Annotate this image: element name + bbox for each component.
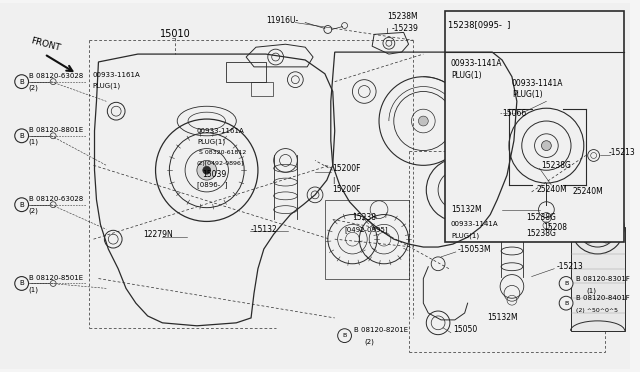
Circle shape — [197, 160, 216, 180]
Circle shape — [15, 129, 29, 143]
Text: PLUG(1): PLUG(1) — [451, 233, 479, 240]
Bar — [227, 62, 266, 81]
Text: [0492-0995]: [0492-0995] — [344, 226, 388, 233]
Text: 00933-1141A: 00933-1141A — [451, 60, 502, 68]
Circle shape — [15, 75, 29, 89]
Text: 15132M: 15132M — [487, 314, 518, 323]
Text: -15239: -15239 — [392, 24, 419, 33]
Circle shape — [338, 329, 351, 343]
Bar — [445, 11, 624, 242]
Text: PLUG(1): PLUG(1) — [93, 82, 121, 89]
Circle shape — [559, 276, 573, 291]
Text: 15238G: 15238G — [525, 229, 556, 238]
Text: B: B — [19, 202, 24, 208]
Text: (2): (2) — [29, 84, 38, 91]
Text: 15132M: 15132M — [451, 205, 481, 214]
Text: B: B — [19, 280, 24, 286]
Circle shape — [203, 166, 211, 174]
Text: 15039: 15039 — [202, 170, 226, 179]
Text: B 08120-63028: B 08120-63028 — [29, 73, 83, 79]
Text: -15053M: -15053M — [458, 244, 492, 253]
Text: B: B — [342, 333, 347, 338]
Text: 15208: 15208 — [543, 223, 568, 232]
Text: -15213: -15213 — [556, 262, 583, 271]
Bar — [325, 200, 408, 279]
Text: 00933-1161A: 00933-1161A — [93, 72, 140, 78]
Text: 12279N: 12279N — [143, 230, 173, 239]
Text: 00933-1161A: 00933-1161A — [197, 128, 244, 134]
Text: -15132: -15132 — [251, 225, 278, 234]
Text: PLUG(1): PLUG(1) — [197, 138, 225, 145]
Circle shape — [559, 296, 573, 310]
Text: 15200F: 15200F — [332, 164, 360, 173]
Text: B 08120-8301F: B 08120-8301F — [576, 276, 630, 282]
Text: (2)[0492-0896]: (2)[0492-0896] — [197, 161, 244, 166]
Text: B 08120-8801E: B 08120-8801E — [29, 127, 83, 133]
Text: 15200F: 15200F — [332, 185, 360, 195]
Text: (1): (1) — [29, 286, 38, 293]
Text: B 08120-8501E: B 08120-8501E — [29, 275, 83, 280]
Text: B: B — [19, 78, 24, 85]
Text: 15238G: 15238G — [541, 161, 572, 170]
Text: (1): (1) — [29, 138, 38, 145]
Text: S 08320-61812: S 08320-61812 — [199, 150, 246, 155]
Text: PLUG(1): PLUG(1) — [451, 71, 481, 80]
Text: 25240M: 25240M — [536, 185, 567, 195]
Text: B 08120-8201E: B 08120-8201E — [355, 327, 408, 333]
Text: (1): (1) — [587, 287, 596, 294]
Text: B 08120-63028: B 08120-63028 — [29, 196, 83, 202]
Text: 00933-1141A: 00933-1141A — [451, 221, 499, 227]
Text: 00933-1141A: 00933-1141A — [512, 79, 563, 88]
Circle shape — [15, 198, 29, 212]
Text: [0896-  ]: [0896- ] — [197, 182, 227, 188]
Text: 15066: 15066 — [502, 109, 526, 118]
Text: FRONT: FRONT — [29, 36, 61, 52]
Text: (2) ^50^0^5: (2) ^50^0^5 — [576, 308, 618, 312]
Text: B 08120-8401F: B 08120-8401F — [576, 295, 630, 301]
Text: (2): (2) — [364, 338, 374, 345]
Text: B: B — [564, 301, 568, 306]
Text: B: B — [564, 281, 568, 286]
Text: 15050: 15050 — [453, 325, 477, 334]
Text: B: B — [19, 133, 24, 139]
Text: 15238[0995-  ]: 15238[0995- ] — [448, 20, 510, 29]
Text: -15213: -15213 — [609, 148, 635, 157]
Bar — [251, 81, 273, 96]
Bar — [571, 227, 625, 331]
Circle shape — [419, 116, 428, 126]
Text: 15238G: 15238G — [525, 213, 556, 222]
Text: 15238M: 15238M — [387, 12, 417, 21]
Circle shape — [541, 141, 551, 151]
Text: PLUG(1): PLUG(1) — [512, 90, 543, 99]
Text: 15010: 15010 — [160, 29, 191, 39]
Text: (2): (2) — [29, 207, 38, 214]
Text: 11916U-: 11916U- — [266, 16, 298, 25]
Text: |: | — [332, 177, 334, 184]
Text: 25240M: 25240M — [573, 187, 604, 196]
Circle shape — [15, 276, 29, 291]
Text: 15238: 15238 — [353, 213, 376, 222]
